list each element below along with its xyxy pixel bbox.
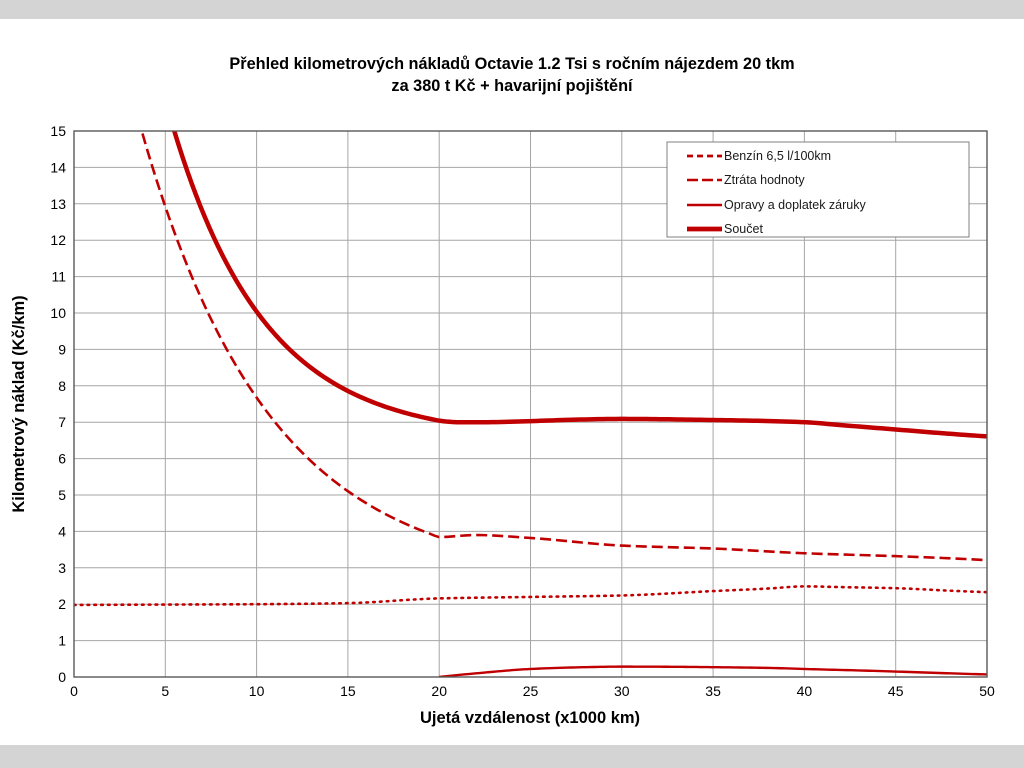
svg-text:Ztráta hodnoty: Ztráta hodnoty <box>724 173 805 187</box>
svg-text:5: 5 <box>161 683 169 699</box>
svg-text:0: 0 <box>70 683 78 699</box>
svg-text:Součet: Součet <box>724 222 763 236</box>
svg-text:25: 25 <box>523 683 539 699</box>
svg-text:3: 3 <box>58 560 66 576</box>
svg-text:11: 11 <box>51 269 66 285</box>
svg-text:Ujetá vzdálenost (x1000 km): Ujetá vzdálenost (x1000 km) <box>420 709 640 727</box>
svg-text:35: 35 <box>705 683 721 699</box>
svg-text:6: 6 <box>58 451 66 467</box>
svg-text:9: 9 <box>58 341 66 357</box>
svg-text:45: 45 <box>888 683 904 699</box>
svg-text:7: 7 <box>58 414 66 430</box>
svg-text:15: 15 <box>340 683 356 699</box>
svg-text:4: 4 <box>58 523 66 539</box>
svg-text:15: 15 <box>50 123 66 139</box>
svg-text:10: 10 <box>249 683 265 699</box>
svg-text:14: 14 <box>50 159 66 175</box>
svg-text:13: 13 <box>50 196 66 212</box>
svg-text:Benzín 6,5 l/100km: Benzín 6,5 l/100km <box>724 149 831 163</box>
svg-text:50: 50 <box>979 683 995 699</box>
svg-text:12: 12 <box>50 232 66 248</box>
svg-text:5: 5 <box>58 487 66 503</box>
svg-text:2: 2 <box>58 596 66 612</box>
svg-text:40: 40 <box>797 683 813 699</box>
svg-text:0: 0 <box>58 669 66 685</box>
svg-text:20: 20 <box>431 683 447 699</box>
svg-text:Kilometrový náklad (Kč/km): Kilometrový náklad (Kč/km) <box>10 295 28 512</box>
svg-text:10: 10 <box>50 305 66 321</box>
svg-text:1: 1 <box>58 633 66 649</box>
svg-text:8: 8 <box>58 378 66 394</box>
svg-text:Opravy a doplatek záruky: Opravy a doplatek záruky <box>724 198 866 212</box>
svg-text:30: 30 <box>614 683 630 699</box>
